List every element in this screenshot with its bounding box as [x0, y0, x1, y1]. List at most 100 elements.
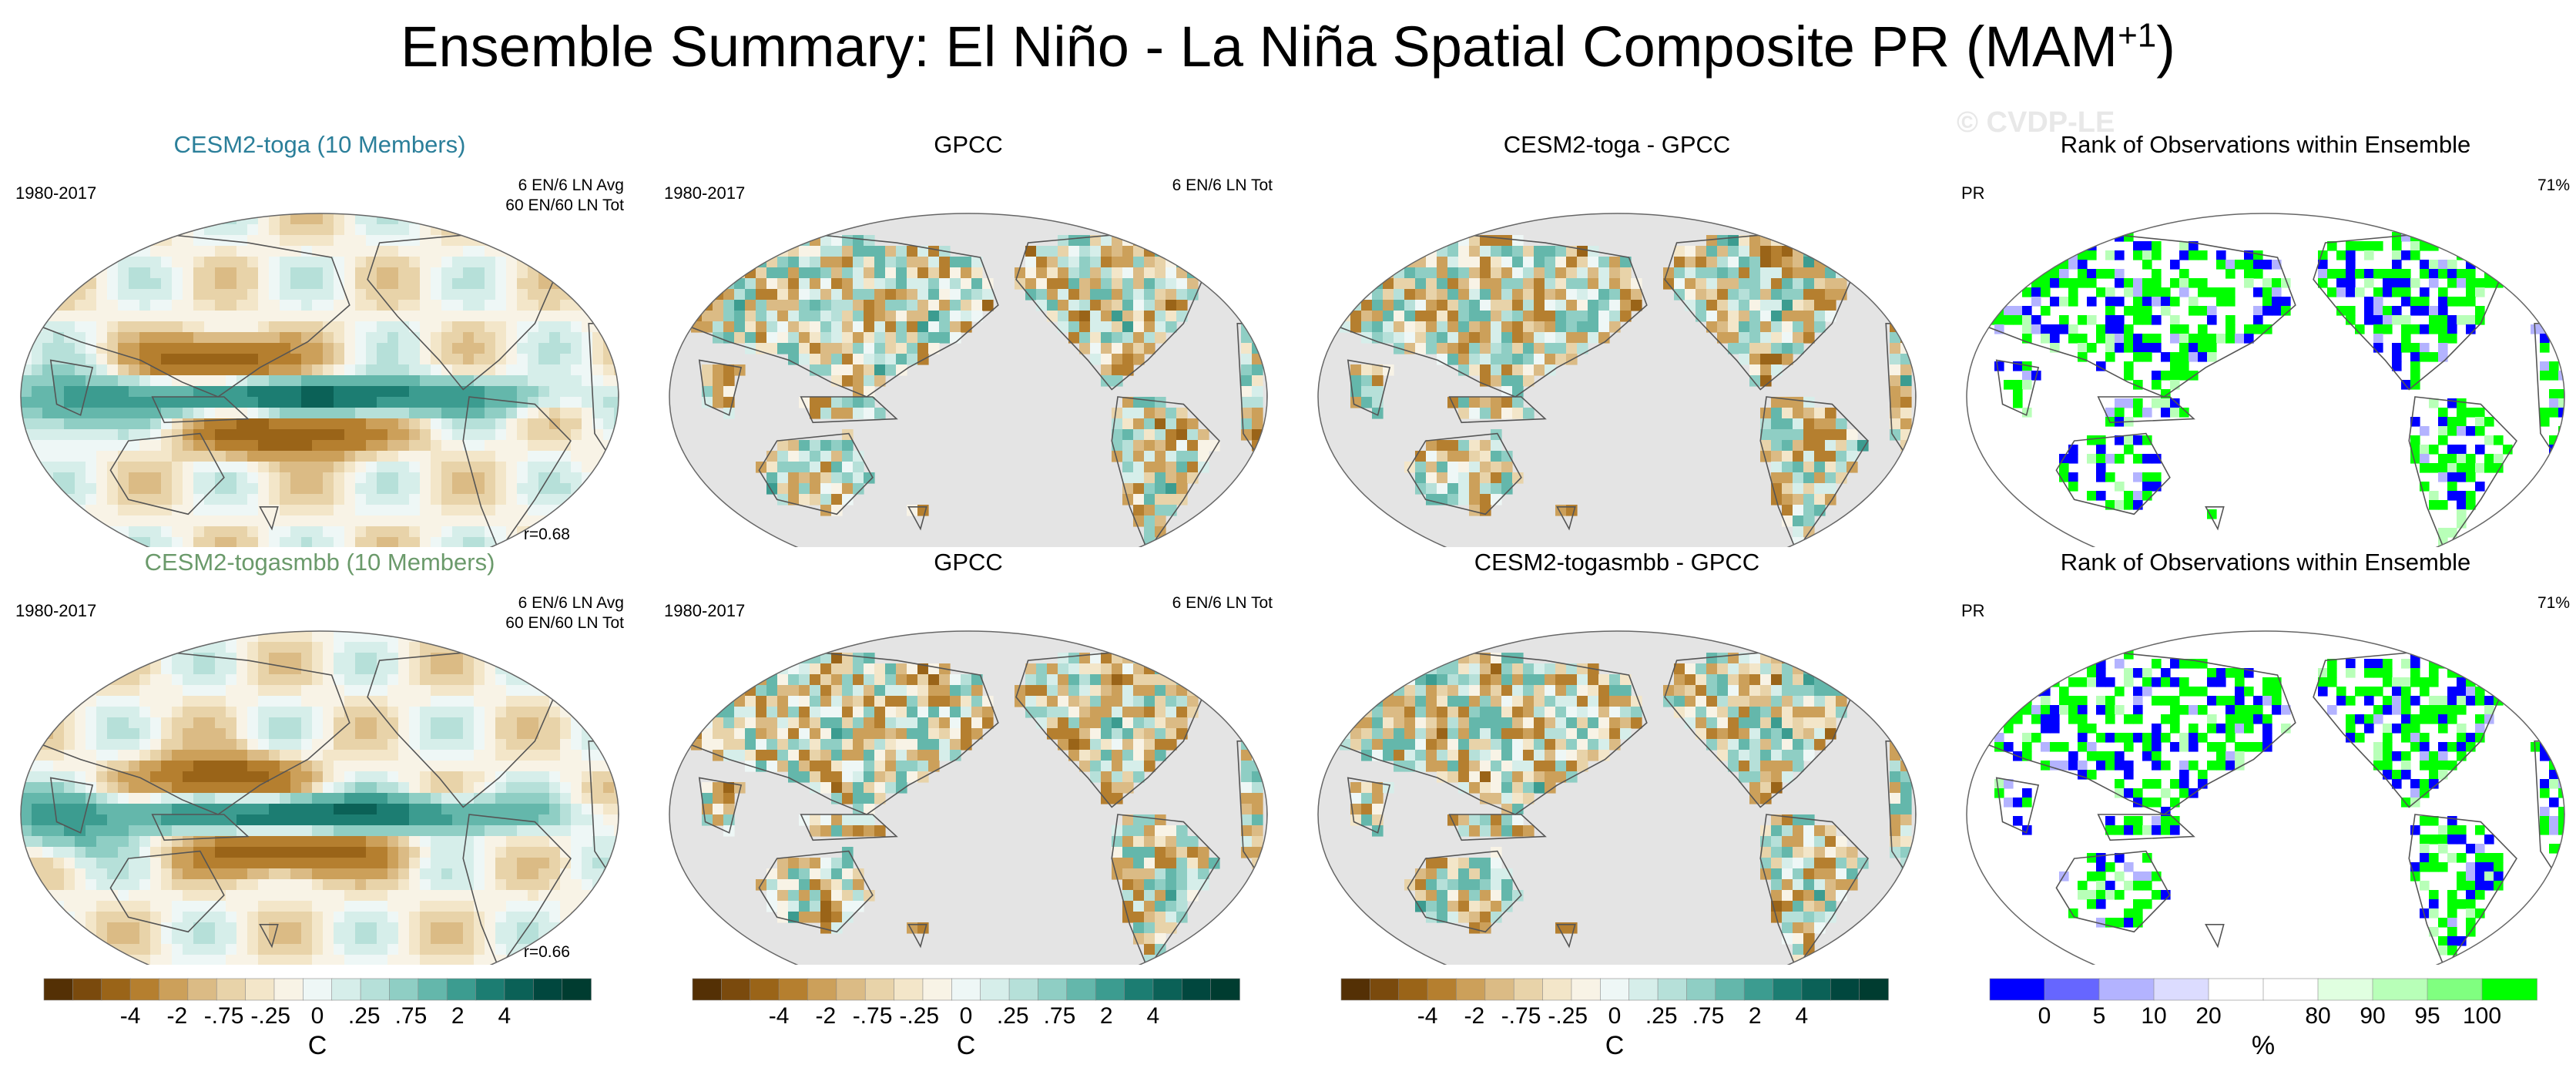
- grid-cell: [1782, 343, 1793, 354]
- grid-cell: [86, 300, 97, 311]
- grid-cell: [1166, 451, 1177, 462]
- grid-cell: [1793, 267, 1804, 279]
- grid-cell: [1836, 235, 1847, 247]
- grid-cell: [323, 246, 334, 257]
- grid-cell: [2420, 352, 2430, 362]
- grid-cell: [2207, 343, 2217, 353]
- grid-cell: [398, 515, 410, 527]
- grid-cell: [1534, 257, 1545, 268]
- grid-cell: [334, 289, 345, 301]
- grid-cell: [1329, 257, 1340, 268]
- grid-cell: [1760, 321, 1772, 333]
- grid-cell: [344, 814, 356, 826]
- grid-cell: [1534, 278, 1545, 290]
- grid-cell: [1350, 321, 1362, 333]
- grid-cell: [582, 300, 593, 311]
- grid-cell: [323, 653, 334, 664]
- grid-cell: [820, 451, 832, 462]
- grid-cell: [420, 761, 431, 772]
- grid-cell: [788, 462, 800, 473]
- grid-cell: [452, 343, 464, 354]
- grid-cell: [1771, 472, 1783, 484]
- grid-cell: [1372, 311, 1384, 322]
- grid-cell: [571, 472, 582, 484]
- grid-cell: [1350, 289, 1362, 301]
- grid-cell: [366, 761, 377, 772]
- grid-cell: [2457, 500, 2467, 510]
- grid-cell: [387, 494, 399, 505]
- grid-cell: [1749, 246, 1761, 257]
- grid-cell: [571, 685, 582, 697]
- grid-cell: [474, 814, 485, 826]
- grid-cell: [344, 804, 356, 815]
- grid-cell: [2392, 306, 2402, 316]
- grid-cell: [236, 739, 248, 751]
- grid-cell: [928, 278, 940, 290]
- grid-cell: [2179, 250, 2189, 260]
- grid-cell: [21, 462, 32, 473]
- grid-cell: [1836, 429, 1847, 441]
- grid-cell: [560, 696, 572, 707]
- grid-cell: [1609, 257, 1621, 268]
- grid-cell: [928, 343, 940, 354]
- grid-cell: [1620, 257, 1632, 268]
- grid-cell: [1090, 300, 1102, 311]
- grid-cell: [193, 235, 205, 247]
- grid-cell: [2558, 389, 2564, 399]
- grid-cell: [312, 408, 324, 419]
- grid-cell: [420, 653, 431, 664]
- grid-cell: [734, 332, 746, 344]
- grid-cell: [485, 804, 496, 815]
- grid-cell: [517, 771, 528, 783]
- grid-cell: [571, 825, 582, 837]
- grid-cell: [2142, 482, 2152, 492]
- grid-cell: [713, 246, 724, 257]
- grid-cell: [226, 526, 237, 538]
- grid-cell: [1814, 429, 1826, 441]
- grid-cell: [1760, 408, 1772, 419]
- grid-cell: [377, 685, 388, 697]
- grid-cell: [420, 213, 431, 225]
- grid-cell: [1383, 235, 1394, 247]
- grid-cell: [485, 717, 496, 729]
- grid-cell: [366, 462, 377, 473]
- grid-cell: [301, 515, 313, 527]
- grid-cell: [474, 825, 485, 837]
- grid-cell: [172, 364, 183, 376]
- grid-cell: [377, 761, 388, 772]
- grid-cell: [2457, 315, 2467, 325]
- grid-cell: [53, 213, 65, 225]
- grid-cell: [42, 408, 54, 419]
- grid-cell: [183, 257, 194, 268]
- grid-cell: [258, 825, 270, 837]
- grid-cell: [1079, 300, 1091, 311]
- grid-cell: [614, 515, 619, 527]
- grid-cell: [560, 653, 572, 664]
- grid-cell: [1566, 257, 1578, 268]
- grid-cell: [344, 515, 356, 527]
- grid-cell: [485, 728, 496, 740]
- grid-cell: [1144, 343, 1156, 354]
- grid-cell: [517, 332, 528, 344]
- grid-cell: [538, 462, 550, 473]
- grid-cell: [1512, 321, 1524, 333]
- grid-cell: [21, 642, 32, 653]
- grid-cell: [1480, 246, 1491, 257]
- grid-cell: [603, 321, 615, 333]
- grid-cell: [842, 375, 854, 387]
- grid-cell: [1771, 332, 1783, 344]
- grid-cell: [1469, 321, 1481, 333]
- grid-cell: [810, 300, 821, 311]
- grid-cell: [592, 397, 604, 408]
- grid-cell: [1122, 343, 1134, 354]
- grid-cell: [64, 761, 75, 772]
- grid-cell: [603, 793, 615, 804]
- grid-cell: [474, 321, 485, 333]
- grid-cell: [226, 375, 237, 387]
- grid-cell: [344, 364, 356, 376]
- grid-cell: [2447, 426, 2457, 436]
- grid-cell: [853, 278, 864, 290]
- grid-cell: [269, 246, 280, 257]
- grid-cell: [323, 235, 334, 247]
- grid-cell: [885, 267, 897, 279]
